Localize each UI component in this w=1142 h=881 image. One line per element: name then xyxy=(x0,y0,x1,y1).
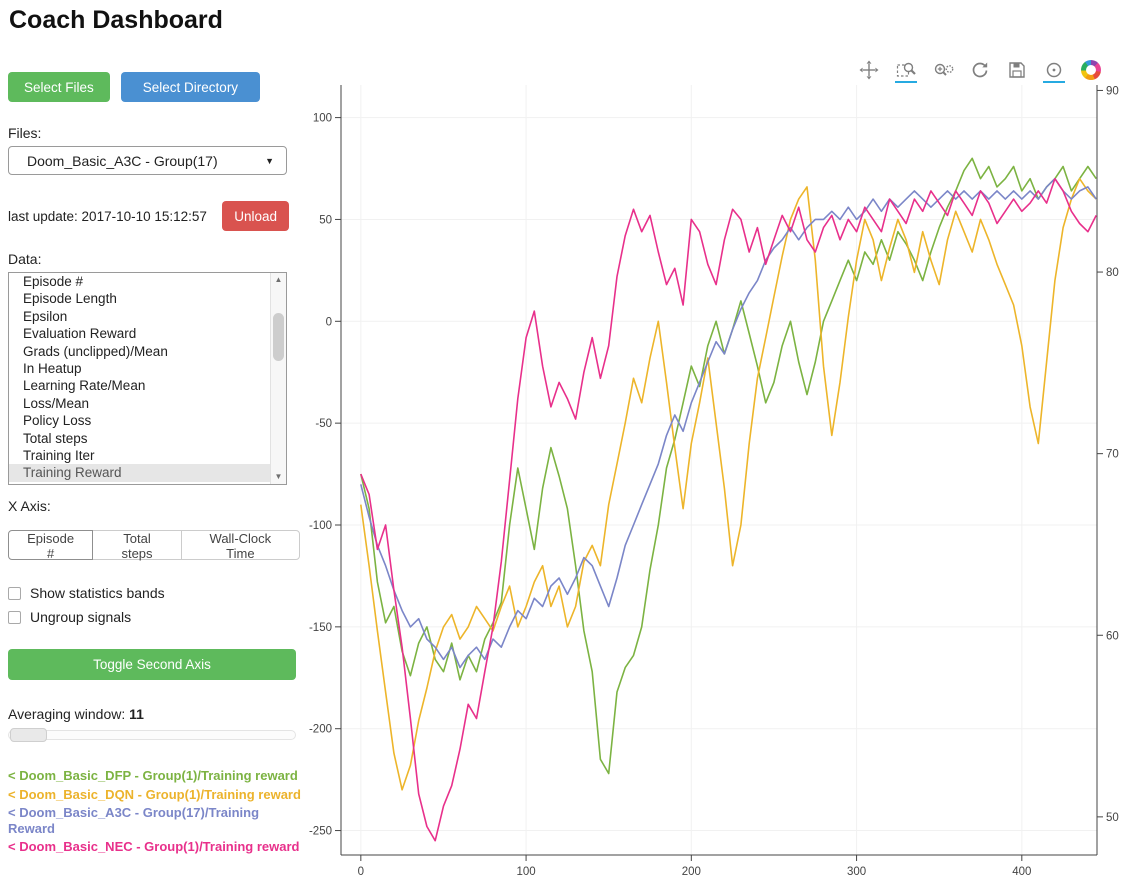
ungroup-signals-checkbox[interactable] xyxy=(8,610,21,624)
ungroup-signals-row: Ungroup signals xyxy=(8,609,300,625)
files-label: Files: xyxy=(8,125,42,141)
show-statistics-bands-checkbox[interactable] xyxy=(8,586,21,600)
files-select[interactable]: Doom_Basic_A3C - Group(17) ▼ xyxy=(8,146,287,175)
caret-down-icon: ▼ xyxy=(265,155,274,166)
y-left-tick-label: -250 xyxy=(309,826,332,838)
data-list-item[interactable]: Episode Length xyxy=(23,291,117,307)
scroll-up-icon[interactable]: ▲ xyxy=(274,275,283,284)
x-tick-label: 0 xyxy=(358,866,364,878)
data-list-item[interactable]: Policy Loss xyxy=(23,413,92,429)
averaging-window-slider[interactable] xyxy=(8,728,296,742)
page-title: Coach Dashboard xyxy=(9,6,223,34)
series-line xyxy=(360,177,1097,842)
show-statistics-bands-row: Show statistics bands xyxy=(8,585,300,601)
y-right-tick-label: 70 xyxy=(1106,449,1119,461)
averaging-window-label: Averaging window: xyxy=(8,706,126,722)
legend-item[interactable]: < Doom_Basic_A3C - Group(17)/Training Re… xyxy=(8,805,260,836)
y-right-tick-label: 90 xyxy=(1106,85,1119,97)
files-select-value: Doom_Basic_A3C - Group(17) xyxy=(27,152,218,169)
x-tick-label: 300 xyxy=(847,866,866,878)
wheel-zoom-icon[interactable] xyxy=(932,58,954,82)
y-left-tick-label: -200 xyxy=(309,724,332,736)
y-left-tick-label: -150 xyxy=(309,622,332,634)
legend-item[interactable]: < Doom_Basic_NEC - Group(1)/Training rew… xyxy=(8,839,300,854)
save-icon[interactable] xyxy=(1006,58,1028,82)
data-listbox: Episode # Episode Length Epsilon Evaluation… xyxy=(8,272,287,485)
toggle-second-axis-button[interactable]: Toggle Second Axis xyxy=(8,649,296,680)
x-tick-label: 200 xyxy=(682,866,701,878)
legend-item[interactable]: < Doom_Basic_DQN - Group(1)/Training rew… xyxy=(8,786,301,802)
y-right-tick-label: 50 xyxy=(1106,812,1119,824)
x-tick-label: 100 xyxy=(516,866,535,878)
y-right-tick-label: 80 xyxy=(1106,267,1119,279)
select-directory-button[interactable]: Select Directory xyxy=(120,72,261,102)
ungroup-signals-label: Ungroup signals xyxy=(30,609,132,625)
data-list-item[interactable]: Learning Rate/Mean xyxy=(23,378,146,394)
legend: < Doom_Basic_DFP - Group(1)/Training rew… xyxy=(8,768,301,855)
y-right-tick-label: 60 xyxy=(1106,630,1119,642)
slider-handle[interactable] xyxy=(10,728,47,742)
series-line xyxy=(360,177,1097,669)
last-update-row: last update: 2017-10-10 15:12:57 Unload xyxy=(8,201,289,231)
data-list-item[interactable]: Evaluation Reward xyxy=(23,326,137,342)
series-line xyxy=(360,177,1097,791)
y-left-tick-label: -100 xyxy=(309,520,332,532)
data-list-item[interactable]: Epsilon xyxy=(23,308,68,324)
hover-icon[interactable] xyxy=(1043,58,1065,83)
pan-icon[interactable] xyxy=(858,58,880,82)
reset-icon[interactable] xyxy=(969,58,991,82)
listbox-scrollbar[interactable]: ▲ ▼ xyxy=(270,273,286,484)
y-left-tick-label: 50 xyxy=(319,214,332,226)
scrollbar-thumb[interactable] xyxy=(273,313,284,361)
box-zoom-icon[interactable] xyxy=(895,58,917,83)
averaging-window-row: Averaging window: 11 xyxy=(8,706,300,722)
file-buttons-row: Select Files Select Directory xyxy=(8,72,300,102)
chart-toolbar xyxy=(858,58,1102,83)
y-left-tick-label: 100 xyxy=(313,113,332,125)
legend-item[interactable]: < Doom_Basic_DFP - Group(1)/Training rew… xyxy=(8,768,298,783)
x-axis-option-wall-clock-time[interactable]: Wall-Clock Time xyxy=(180,530,300,561)
bokeh-logo-icon[interactable] xyxy=(1080,58,1102,82)
data-list-item[interactable]: Total steps xyxy=(23,430,88,446)
data-list-item[interactable]: Episode # xyxy=(23,274,84,289)
data-list-item[interactable]: Training Iter xyxy=(23,448,95,464)
sidebar: Select Files Select Directory Files: Doo… xyxy=(8,72,301,858)
x-tick-label: 400 xyxy=(1012,866,1031,878)
scroll-down-icon[interactable]: ▼ xyxy=(274,472,283,481)
select-files-button[interactable]: Select Files xyxy=(8,72,110,102)
show-statistics-bands-label: Show statistics bands xyxy=(30,585,165,601)
averaging-window-value: 11 xyxy=(129,706,144,722)
x-axis-label: X Axis: xyxy=(8,498,51,514)
data-list-item[interactable]: Loss/Mean xyxy=(23,395,90,411)
series-line xyxy=(360,157,1097,775)
last-update-text: last update: 2017-10-10 15:12:57 xyxy=(8,208,207,224)
y-left-tick-label: 0 xyxy=(326,316,332,328)
x-axis-button-group: Episode # Total steps Wall-Clock Time xyxy=(8,530,300,561)
data-label: Data: xyxy=(8,251,42,267)
chart-area: 100 50 0 -50 -100 -150 -200 -250 0 100 200 300 400 90… xyxy=(300,50,1142,881)
data-list-item[interactable]: In Heatup xyxy=(23,361,82,377)
data-list-item[interactable]: Grads (unclipped)/Mean xyxy=(23,343,168,359)
data-list-item[interactable]: Training Reward xyxy=(9,464,286,482)
y-left-tick-label: -50 xyxy=(315,418,332,430)
x-axis-option-total-steps[interactable]: Total steps xyxy=(92,530,182,561)
plot-canvas[interactable]: 100 50 0 -50 -100 -150 -200 -250 0 100 200 300 400 90… xyxy=(300,50,1142,881)
data-list: Episode # Episode Length Epsilon Evaluation… xyxy=(9,273,286,482)
unload-button[interactable]: Unload xyxy=(222,201,289,231)
x-axis-option-episode-[interactable]: Episode # xyxy=(8,530,94,561)
